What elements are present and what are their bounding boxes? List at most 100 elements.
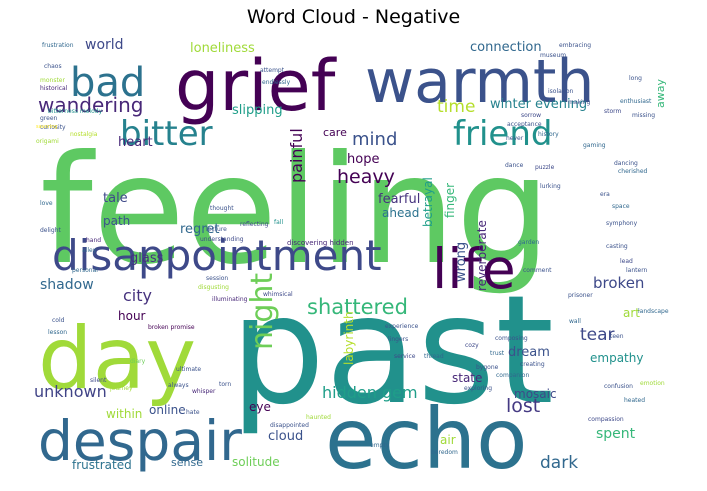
- word-session: session: [206, 275, 228, 282]
- word-landscape: landscape: [638, 308, 669, 315]
- word-dream: dream: [508, 345, 550, 360]
- word-city: city: [123, 286, 152, 305]
- word-labyrinth: labyrinth: [342, 311, 356, 365]
- word-dancing: dancing: [614, 160, 638, 167]
- word-feeling: feeling: [40, 124, 551, 298]
- word-dark: dark: [540, 453, 578, 473]
- word-day: day: [38, 309, 196, 409]
- word-never: never: [506, 135, 524, 142]
- word-hidden-gem: hidden gem: [322, 383, 418, 402]
- word-making: making: [568, 99, 590, 106]
- word-bitterness-melody: bitterness melody: [48, 108, 103, 115]
- word-companion: companion: [496, 372, 529, 379]
- word-embracing: embracing: [559, 42, 591, 49]
- word-despair: despair: [38, 409, 242, 473]
- word-mind: mind: [352, 129, 397, 150]
- word-spent: spent: [596, 426, 636, 442]
- word-discovering-hidden: discovering hidden: [287, 239, 354, 247]
- word-within: within: [106, 407, 142, 421]
- word-lost: lost: [506, 395, 540, 417]
- word-cloud: cloud: [268, 429, 303, 444]
- word-compassion: compassion: [588, 416, 624, 423]
- word-finger: finger: [443, 183, 457, 218]
- word-hate: hate: [186, 409, 200, 416]
- word-personal: personal: [72, 267, 98, 274]
- word-winter-evening: winter evening: [490, 97, 587, 112]
- word-regret: regret: [180, 222, 219, 237]
- word-emotion: emotion: [640, 380, 665, 387]
- word-storm: storm: [604, 108, 622, 115]
- word-disappointed: disappointed: [270, 422, 309, 429]
- word-wandering: wandering: [38, 93, 143, 117]
- chart-title: Word Cloud - Negative: [246, 6, 461, 28]
- word-love: love: [40, 200, 53, 207]
- word-disgusting: disgusting: [198, 284, 229, 291]
- word-sorrow: sorrow: [521, 112, 541, 119]
- word-slipping: slipping: [232, 103, 283, 118]
- word-monster: monster: [40, 77, 65, 84]
- word-prisoner: prisoner: [568, 292, 593, 299]
- word-art: art: [623, 306, 640, 320]
- word-state: state: [452, 371, 482, 385]
- word-trust: trust: [490, 350, 505, 357]
- word-missing: missing: [632, 112, 655, 119]
- word-air: air: [440, 433, 456, 447]
- word-curiosity: curiosity: [40, 124, 66, 131]
- word-illuminating: illuminating: [212, 296, 248, 303]
- word-broken-promise: broken promise: [148, 324, 195, 331]
- word-acceptance: acceptance: [507, 121, 542, 128]
- word-boredom: boredom: [431, 449, 458, 456]
- word-service: service: [394, 353, 416, 360]
- word-empathy: empathy: [590, 351, 643, 365]
- word-lead: lead: [620, 258, 633, 265]
- word-mosaic: mosaic: [514, 387, 557, 401]
- word-gaming: gaming: [583, 142, 606, 149]
- word-cherished: cherished: [618, 168, 648, 175]
- word-empty: empty: [370, 442, 390, 449]
- word-chaos: chaos: [44, 63, 62, 70]
- word-endlessly: endlessly: [262, 79, 291, 86]
- word-comment: comment: [523, 267, 552, 274]
- word-care: care: [323, 126, 347, 139]
- word-reflecting: reflecting: [240, 221, 269, 228]
- word-haunted: haunted: [306, 414, 331, 421]
- word-teen: teen: [610, 333, 624, 340]
- word-sense: sense: [171, 456, 203, 469]
- word-silent: silent: [90, 377, 107, 384]
- word-lantern: lantern: [626, 267, 648, 274]
- word-museum: museum: [540, 52, 566, 59]
- word-creating: creating: [520, 361, 545, 368]
- word-bygone: bygone: [476, 364, 499, 371]
- word-casting: casting: [606, 243, 628, 250]
- word-history: history: [538, 131, 559, 138]
- word-fearful: fearful: [378, 192, 420, 207]
- word-thought: thought: [210, 205, 234, 212]
- word-lurking: lurking: [540, 183, 561, 190]
- word-wrong: wrong: [454, 242, 469, 282]
- word-garden: garden: [518, 239, 539, 246]
- word-reverberate: reverberate: [475, 220, 489, 291]
- word-bad: bad: [70, 60, 145, 106]
- word-time: time: [437, 97, 475, 117]
- word-disappointment: disappointment: [52, 231, 382, 280]
- word-ultimate: ultimate: [176, 366, 201, 373]
- word-composing: composing: [495, 335, 528, 342]
- word-shattered: shattered: [307, 295, 408, 319]
- word-origami: origami: [36, 138, 59, 145]
- word-lesson: lesson: [48, 329, 67, 336]
- word-world: world: [85, 37, 124, 53]
- word-tale: tale: [103, 191, 128, 206]
- word-experience: experience: [385, 323, 419, 330]
- word-echo: echo: [325, 390, 528, 488]
- word-night: night: [245, 273, 280, 350]
- word-glass: glass: [130, 251, 164, 266]
- word-savoring: savoring: [36, 124, 57, 130]
- word-loneliness: loneliness: [190, 41, 255, 56]
- word-heavy: heavy: [337, 166, 395, 188]
- word-exploring: exploring: [464, 385, 492, 392]
- word-life: life: [432, 237, 516, 301]
- word-delight: delight: [40, 227, 61, 234]
- word-puzzle: puzzle: [535, 164, 555, 171]
- word-tear: tear: [580, 325, 615, 345]
- word-bitter: bitter: [120, 114, 213, 154]
